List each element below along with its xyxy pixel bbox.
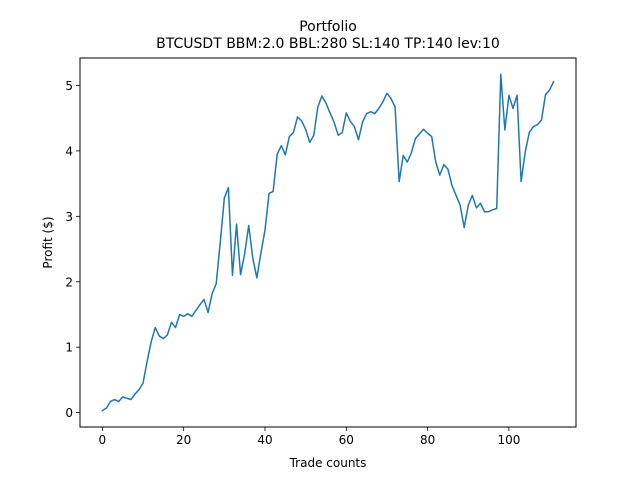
x-tick-label: 20 <box>176 433 191 447</box>
x-tick-label: 40 <box>257 433 272 447</box>
chart-subtitle: BTCUSDT BBM:2.0 BBL:280 SL:140 TP:140 le… <box>156 36 500 52</box>
x-tick-label: 0 <box>99 433 107 447</box>
x-tick-label: 100 <box>497 433 520 447</box>
chart-title: Portfolio <box>299 19 357 35</box>
y-tick-label: 2 <box>65 275 73 289</box>
y-tick-label: 0 <box>65 406 73 420</box>
y-tick-label: 3 <box>65 210 73 224</box>
x-tick-label: 80 <box>420 433 435 447</box>
plot-area: 0 20 40 60 80 100 0 1 2 3 4 5 <box>65 73 555 447</box>
x-tick-label: 60 <box>339 433 354 447</box>
x-axis-label: Trade counts <box>289 456 367 470</box>
y-tick-label: 4 <box>65 144 73 158</box>
axes-frame <box>79 57 577 428</box>
y-tick-label: 1 <box>65 341 73 355</box>
series-line-0 <box>101 73 555 412</box>
y-axis-label: Profit ($) <box>41 216 55 268</box>
y-tick-label: 5 <box>65 79 73 93</box>
